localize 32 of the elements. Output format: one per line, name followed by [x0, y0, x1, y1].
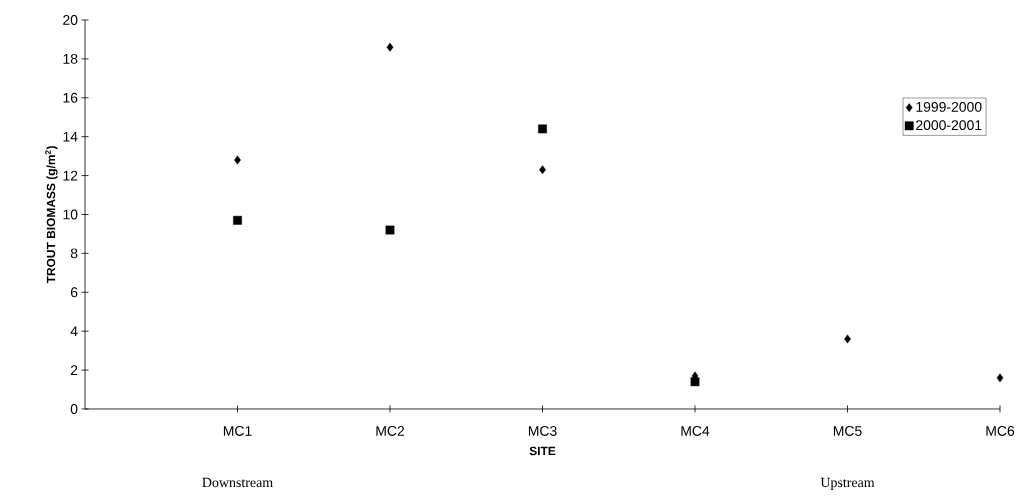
- y-tick-label: 18: [63, 53, 78, 64]
- x-tick-label: MC5: [833, 425, 862, 436]
- y-tick-label: 8: [70, 248, 78, 259]
- point: [234, 155, 241, 165]
- point: [844, 334, 851, 344]
- x-tick-label: MC4: [681, 425, 710, 436]
- legend-label: 2000-2001: [916, 120, 982, 131]
- x-tick-label: MC3: [528, 425, 557, 436]
- point: [690, 377, 700, 387]
- y-axis-title: TROUT BIOMASS (g/m$^{2}$): [45, 146, 58, 284]
- text: Upstream: [820, 477, 875, 490]
- point: [385, 225, 395, 235]
- point: [233, 215, 242, 225]
- point: [386, 42, 394, 52]
- y-tick-label: 12: [63, 170, 78, 181]
- legend-label: 1999-2000: [916, 101, 982, 112]
- x-tick-label: MC1: [223, 425, 252, 436]
- y-tick-label: 0: [70, 404, 78, 414]
- point: [996, 373, 1004, 383]
- y-tick-label: 4: [70, 326, 78, 336]
- point: [538, 124, 547, 134]
- y-tick-label: 20: [63, 15, 78, 25]
- point: [539, 165, 546, 175]
- y-tick-label: 10: [63, 209, 78, 220]
- text: Downstream: [202, 477, 273, 488]
- y-tick-label: 2: [70, 365, 78, 375]
- x-tick-label: MC2: [376, 425, 405, 436]
- y-tick-label: 6: [70, 287, 78, 298]
- y-tick-label: 14: [63, 131, 78, 142]
- x-axis-title: SITE: [529, 446, 556, 456]
- y-tick-label: 16: [63, 92, 78, 103]
- x-tick-label: MC6: [986, 425, 1015, 436]
